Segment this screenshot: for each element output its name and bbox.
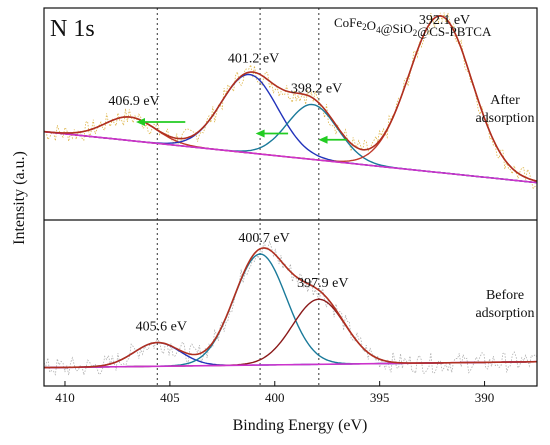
x-axis-title: Binding Energy (eV) [233, 417, 368, 434]
x-tick-label: 410 [55, 390, 75, 405]
x-tick-label: 395 [370, 390, 390, 405]
peak-label: 392.1 eV [419, 13, 470, 28]
peak-label: 401.2 eV [228, 52, 279, 67]
peak-label: 400.7 eV [238, 231, 289, 246]
panel-top-condition-1: After [490, 93, 520, 108]
plot-frame [43, 7, 538, 387]
peak-label: 398.2 eV [291, 82, 342, 97]
component-peak-398.2 [43, 103, 538, 184]
panel-top-condition-2: adsorption [475, 111, 534, 126]
y-axis-title: Intensity (a.u.) [11, 151, 28, 245]
component-peak-406.9 [43, 116, 538, 184]
peak-label: 397.9 eV [297, 276, 348, 291]
chart-title: N 1s [50, 16, 95, 42]
background-line [43, 130, 538, 184]
peak-label: 406.9 eV [108, 94, 159, 109]
shift-arrow-head [255, 129, 265, 138]
x-tick-label: 400 [265, 390, 285, 405]
sample-label: CoFe2O4@SiO2@CS-PBTCA [334, 15, 492, 39]
x-tick-label: 390 [475, 390, 495, 405]
envelope-fit-before [44, 247, 537, 369]
shift-arrow-head [136, 117, 146, 126]
panel-bottom-condition-1: Before [486, 288, 524, 303]
peak-label: 405.6 eV [136, 320, 187, 335]
raw-data-after [43, 12, 538, 190]
envelope-fit-after [43, 14, 538, 182]
raw-data-before [43, 240, 538, 377]
panel-bottom-condition-2: adsorption [475, 306, 534, 321]
x-tick-label: 405 [160, 390, 180, 405]
shift-arrow-head [318, 135, 328, 144]
